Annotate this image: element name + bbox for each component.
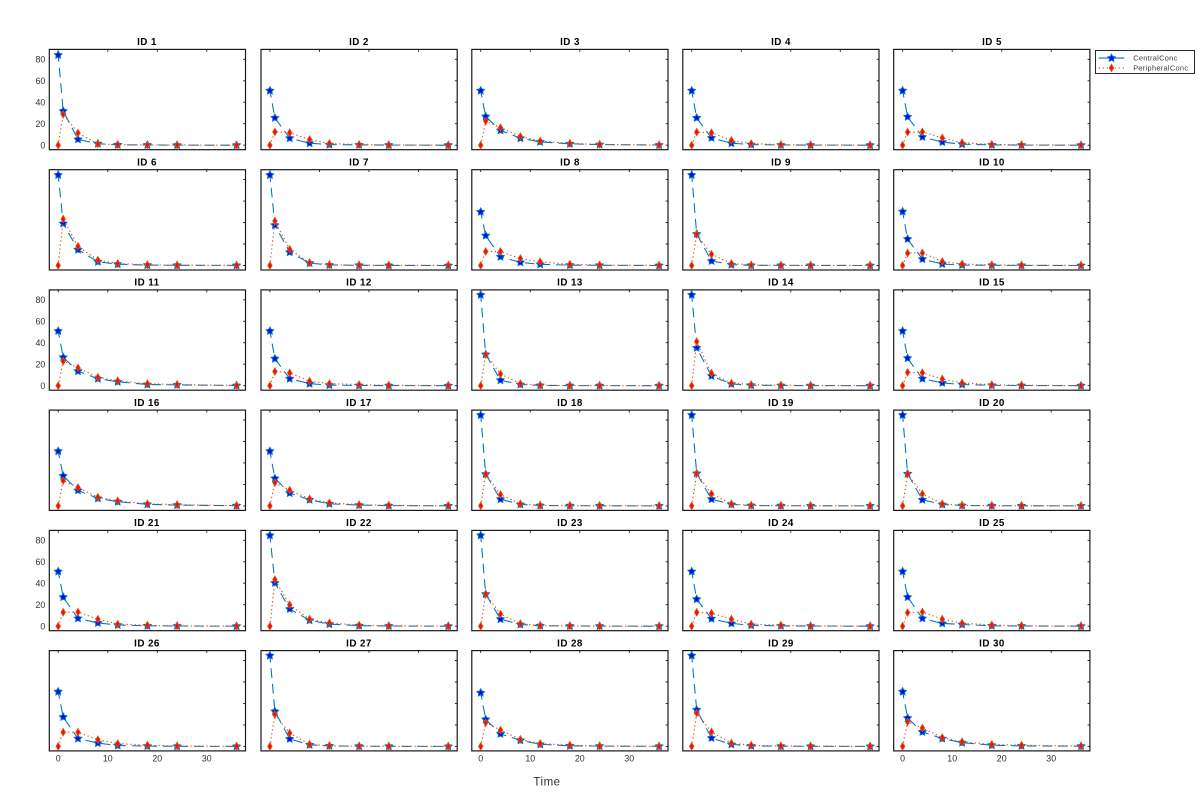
svg-text:20: 20 xyxy=(997,754,1007,764)
svg-text:ID 3: ID 3 xyxy=(560,37,580,48)
svg-text:ID 16: ID 16 xyxy=(134,398,160,409)
svg-text:ID 17: ID 17 xyxy=(346,398,372,409)
svg-text:ID 15: ID 15 xyxy=(979,278,1005,289)
svg-text:60: 60 xyxy=(36,76,46,86)
svg-text:20: 20 xyxy=(36,600,46,610)
svg-text:ID 11: ID 11 xyxy=(134,278,159,289)
svg-text:20: 20 xyxy=(36,359,46,369)
svg-text:ID 27: ID 27 xyxy=(346,638,372,649)
svg-text:0: 0 xyxy=(40,140,45,150)
svg-text:10: 10 xyxy=(947,754,957,764)
svg-text:30: 30 xyxy=(1046,754,1056,764)
svg-text:0: 0 xyxy=(478,754,483,764)
svg-text:80: 80 xyxy=(36,295,46,305)
svg-text:PeripheralConc: PeripheralConc xyxy=(1133,63,1188,72)
svg-text:ID 25: ID 25 xyxy=(979,518,1005,529)
svg-text:60: 60 xyxy=(36,316,46,326)
svg-text:ID 8: ID 8 xyxy=(560,157,580,168)
svg-text:30: 30 xyxy=(202,754,212,764)
svg-text:20: 20 xyxy=(152,754,162,764)
svg-text:60: 60 xyxy=(36,557,46,567)
svg-text:ID 9: ID 9 xyxy=(771,157,791,168)
svg-text:40: 40 xyxy=(36,338,46,348)
svg-text:ID 4: ID 4 xyxy=(771,37,791,48)
svg-text:10: 10 xyxy=(103,754,113,764)
svg-text:ID 19: ID 19 xyxy=(768,398,794,409)
svg-text:80: 80 xyxy=(36,54,46,64)
svg-text:0: 0 xyxy=(40,381,45,391)
svg-text:20: 20 xyxy=(575,754,585,764)
svg-text:40: 40 xyxy=(36,97,46,107)
svg-text:ID 20: ID 20 xyxy=(979,398,1005,409)
svg-text:ID 1: ID 1 xyxy=(137,37,157,48)
svg-text:80: 80 xyxy=(36,535,46,545)
svg-text:ID 30: ID 30 xyxy=(979,638,1005,649)
svg-text:0: 0 xyxy=(900,754,905,764)
svg-text:ID 5: ID 5 xyxy=(982,37,1002,48)
svg-text:ID 12: ID 12 xyxy=(346,278,372,289)
svg-text:CentralConc: CentralConc xyxy=(1133,54,1177,63)
svg-text:ID 22: ID 22 xyxy=(346,518,372,529)
svg-text:ID 28: ID 28 xyxy=(557,638,583,649)
svg-text:ID 29: ID 29 xyxy=(768,638,794,649)
svg-text:20: 20 xyxy=(36,119,46,129)
svg-text:ID 13: ID 13 xyxy=(557,278,583,289)
svg-text:30: 30 xyxy=(624,754,634,764)
svg-text:ID 2: ID 2 xyxy=(349,37,369,48)
svg-text:ID 6: ID 6 xyxy=(137,157,157,168)
svg-text:ID 7: ID 7 xyxy=(349,157,369,168)
svg-text:10: 10 xyxy=(525,754,535,764)
svg-text:ID 10: ID 10 xyxy=(979,157,1005,168)
svg-text:ID 26: ID 26 xyxy=(134,638,160,649)
svg-text:ID 14: ID 14 xyxy=(768,278,794,289)
svg-text:0: 0 xyxy=(40,621,45,631)
svg-text:ID 24: ID 24 xyxy=(768,518,794,529)
svg-text:40: 40 xyxy=(36,578,46,588)
svg-text:Time: Time xyxy=(533,776,560,788)
svg-text:0: 0 xyxy=(56,754,61,764)
svg-text:ID 21: ID 21 xyxy=(134,518,160,529)
svg-text:ID 23: ID 23 xyxy=(557,518,583,529)
svg-text:ID 18: ID 18 xyxy=(557,398,583,409)
